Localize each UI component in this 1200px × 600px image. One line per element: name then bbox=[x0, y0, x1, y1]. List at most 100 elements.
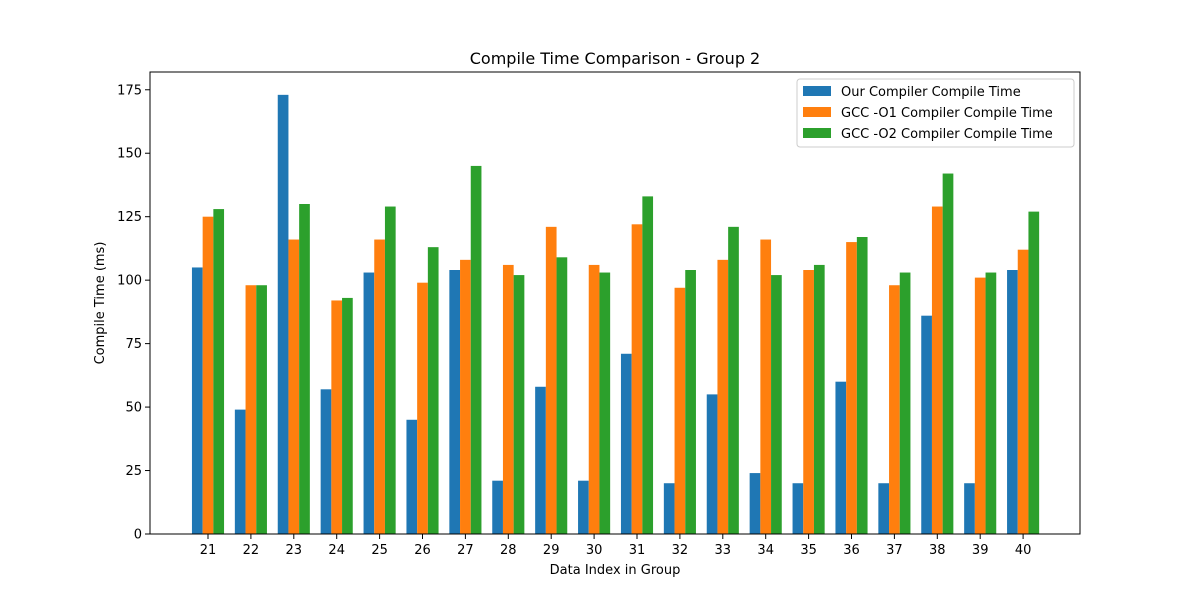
legend-label-3: GCC -O2 Compiler Compile Time bbox=[841, 127, 1053, 142]
legend-swatch-3 bbox=[803, 128, 831, 138]
bar-3-22 bbox=[256, 285, 267, 534]
bar-1-34 bbox=[749, 473, 761, 534]
bar-2-30 bbox=[588, 264, 600, 534]
bar-3-28 bbox=[513, 275, 525, 534]
x-tick-label: 31 bbox=[629, 543, 646, 558]
legend-box bbox=[796, 78, 1075, 148]
bar-2-34 bbox=[760, 239, 772, 535]
bar-1-37 bbox=[878, 483, 890, 534]
bar-3-40 bbox=[1028, 211, 1040, 534]
bar-2-26 bbox=[417, 282, 428, 534]
legend-label-1: Our Compiler Compile Time bbox=[841, 85, 1021, 100]
bar-2-38 bbox=[931, 206, 943, 535]
bar-2-36 bbox=[846, 242, 857, 535]
chart-title: Compile Time Comparison - Group 2 bbox=[470, 49, 760, 68]
bar-2-32 bbox=[674, 287, 686, 534]
x-tick-label: 40 bbox=[1015, 543, 1032, 558]
x-tick-label: 34 bbox=[757, 543, 774, 558]
bar-3-27 bbox=[470, 165, 482, 534]
bar-3-31 bbox=[642, 196, 654, 534]
bar-1-28 bbox=[492, 480, 503, 534]
y-tick-label: 125 bbox=[117, 210, 142, 225]
legend-label-2: GCC -O1 Compiler Compile Time bbox=[841, 106, 1053, 121]
x-axis-label: Data Index in Group bbox=[550, 563, 681, 578]
x-tick-label: 25 bbox=[371, 543, 388, 558]
y-tick-label: 25 bbox=[125, 464, 142, 479]
bar-1-32 bbox=[663, 483, 675, 534]
x-tick-label: 27 bbox=[457, 543, 474, 558]
x-tick-label: 22 bbox=[243, 543, 260, 558]
bar-3-39 bbox=[985, 272, 997, 534]
bar-1-22 bbox=[234, 409, 246, 534]
bar-3-37 bbox=[899, 272, 911, 534]
y-tick-label: 175 bbox=[117, 83, 142, 98]
bar-1-24 bbox=[320, 389, 332, 534]
x-tick-label: 35 bbox=[800, 543, 817, 558]
bar-3-23 bbox=[299, 204, 310, 534]
bar-2-24 bbox=[331, 300, 343, 534]
bar-3-36 bbox=[856, 237, 868, 534]
bar-3-32 bbox=[685, 270, 696, 534]
plot-frame bbox=[149, 71, 1081, 535]
bar-1-30 bbox=[578, 480, 589, 534]
bar-2-21 bbox=[202, 216, 214, 534]
legend-swatch-2 bbox=[803, 107, 831, 117]
bar-3-24 bbox=[342, 297, 353, 534]
y-tick-label: 50 bbox=[125, 401, 142, 416]
bar-2-37 bbox=[889, 285, 900, 534]
bar-3-34 bbox=[771, 275, 782, 534]
bar-1-23 bbox=[277, 94, 289, 534]
bar-1-36 bbox=[835, 381, 847, 534]
y-tick-label: 0 bbox=[134, 528, 142, 543]
y-axis-ticks: 0 25 50 75 100 125 150 175 bbox=[117, 83, 150, 543]
bar-2-35 bbox=[803, 270, 814, 534]
bar-2-40 bbox=[1017, 249, 1029, 534]
bar-2-27 bbox=[460, 259, 471, 534]
bar-1-39 bbox=[964, 483, 975, 534]
bar-3-33 bbox=[728, 226, 739, 534]
bar-2-28 bbox=[502, 264, 514, 534]
bar-1-31 bbox=[620, 353, 632, 534]
bars-layer bbox=[191, 94, 1040, 535]
x-tick-label: 37 bbox=[886, 543, 903, 558]
x-tick-label: 28 bbox=[500, 543, 517, 558]
bar-1-33 bbox=[706, 394, 718, 534]
bar-1-26 bbox=[406, 419, 418, 534]
bar-1-25 bbox=[363, 272, 375, 534]
legend-swatch-1 bbox=[803, 86, 831, 96]
x-axis-ticks: 21 22 23 24 25 26 27 28 29 30 31 32 33 34 35 36 37 38 39 40 bbox=[200, 534, 1032, 558]
legend: Our Compiler Compile Time GCC -O1 Compile… bbox=[796, 78, 1075, 148]
x-tick-label: 24 bbox=[328, 543, 345, 558]
bar-2-29 bbox=[545, 226, 557, 534]
bar-3-26 bbox=[427, 247, 439, 534]
bar-2-31 bbox=[631, 224, 643, 535]
y-tick-label: 75 bbox=[125, 337, 142, 352]
bar-2-25 bbox=[374, 239, 385, 535]
bar-1-29 bbox=[535, 386, 546, 534]
bar-1-35 bbox=[792, 483, 804, 534]
y-tick-label: 150 bbox=[117, 147, 142, 162]
bar-2-33 bbox=[717, 259, 729, 534]
bar-3-38 bbox=[942, 173, 954, 535]
bar-2-22 bbox=[245, 285, 257, 534]
bar-3-29 bbox=[556, 257, 568, 534]
bar-3-25 bbox=[384, 206, 396, 535]
bar-1-40 bbox=[1007, 270, 1018, 534]
bar-1-21 bbox=[191, 267, 203, 534]
x-tick-label: 21 bbox=[200, 543, 217, 558]
y-axis-label: Compile Time (ms) bbox=[93, 242, 108, 365]
x-tick-label: 38 bbox=[929, 543, 946, 558]
x-tick-label: 36 bbox=[843, 543, 860, 558]
bar-1-27 bbox=[449, 270, 461, 534]
x-tick-label: 30 bbox=[586, 543, 603, 558]
x-tick-label: 26 bbox=[414, 543, 431, 558]
y-tick-label: 100 bbox=[117, 274, 142, 289]
bar-2-23 bbox=[288, 239, 300, 535]
bar-3-35 bbox=[813, 264, 825, 534]
x-tick-label: 33 bbox=[715, 543, 732, 558]
bar-3-21 bbox=[213, 209, 225, 535]
x-tick-label: 29 bbox=[543, 543, 560, 558]
x-tick-label: 23 bbox=[286, 543, 303, 558]
x-tick-label: 32 bbox=[672, 543, 689, 558]
